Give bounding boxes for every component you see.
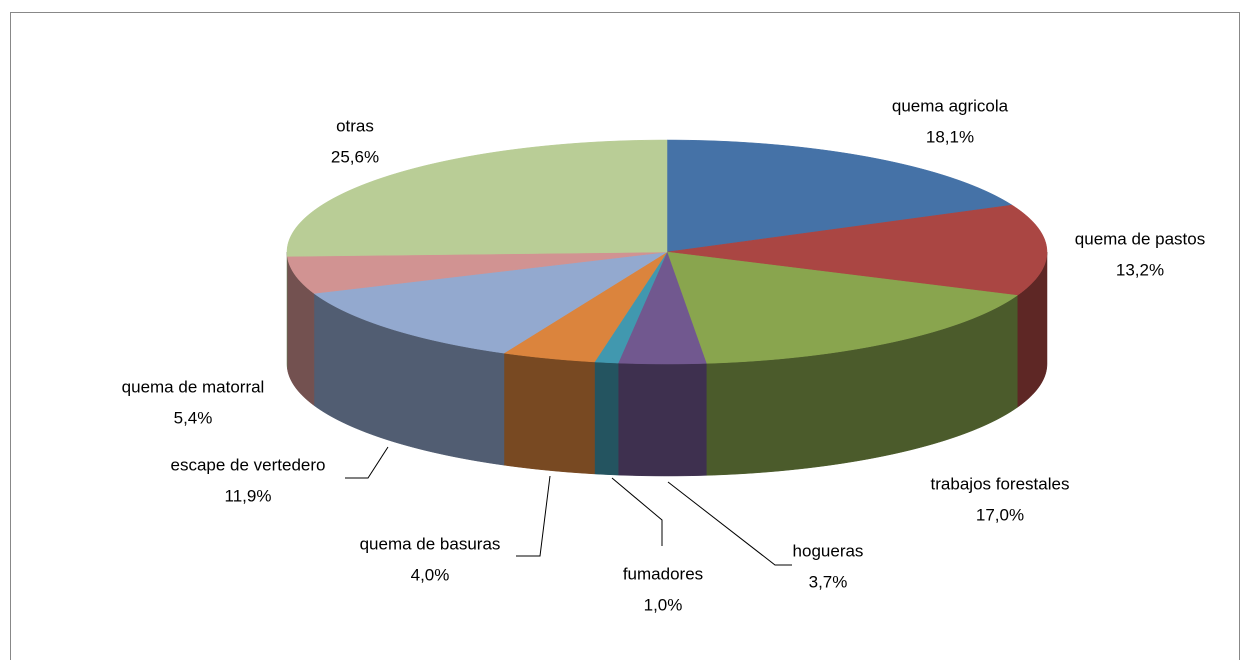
pie-slice [503, 251, 668, 363]
slice-value-label: 5,4% [174, 408, 213, 427]
slice-label: quema agricola [892, 96, 1009, 115]
labels: quema agricola 18,1% quema de pastos 13,2% t… [122, 96, 1206, 614]
slice-label: trabajos forestales [931, 474, 1070, 493]
slice-value-label: 25,6% [331, 147, 379, 166]
pie-slice [666, 139, 1013, 253]
pie-slice [286, 251, 668, 294]
slice-value-label: 13,2% [1116, 260, 1164, 279]
leader-line [611, 477, 663, 546]
slice-value-label: 4,0% [411, 565, 450, 584]
pie-slice [617, 251, 707, 365]
leader-line [667, 481, 792, 566]
slice-value-label: 17,0% [976, 505, 1024, 524]
slice-value-label: 11,9% [225, 486, 272, 505]
pie-slice [313, 251, 668, 354]
slice-label: quema de pastos [1075, 229, 1205, 248]
slice-label: escape de vertedero [171, 455, 326, 474]
slice-label: otras [336, 116, 374, 135]
leader-line [516, 475, 551, 557]
slice-value-label: 1,0% [644, 595, 683, 614]
slice-label: fumadores [623, 564, 703, 583]
pie-slice [666, 251, 1019, 364]
pie-slice [286, 139, 668, 257]
pie-slice [666, 204, 1048, 296]
slice-label: hogueras [793, 541, 864, 560]
pie-tops [286, 139, 1048, 365]
pie-side [594, 361, 619, 476]
slice-label: quema de basuras [360, 534, 501, 553]
pie-side [503, 352, 595, 475]
pie-side [617, 362, 707, 477]
slice-label: quema de matorral [122, 377, 265, 396]
leader-line [345, 446, 389, 479]
slice-value-label: 18,1% [926, 127, 974, 146]
pie-sides [286, 251, 1048, 477]
slice-value-label: 3,7% [809, 572, 848, 591]
